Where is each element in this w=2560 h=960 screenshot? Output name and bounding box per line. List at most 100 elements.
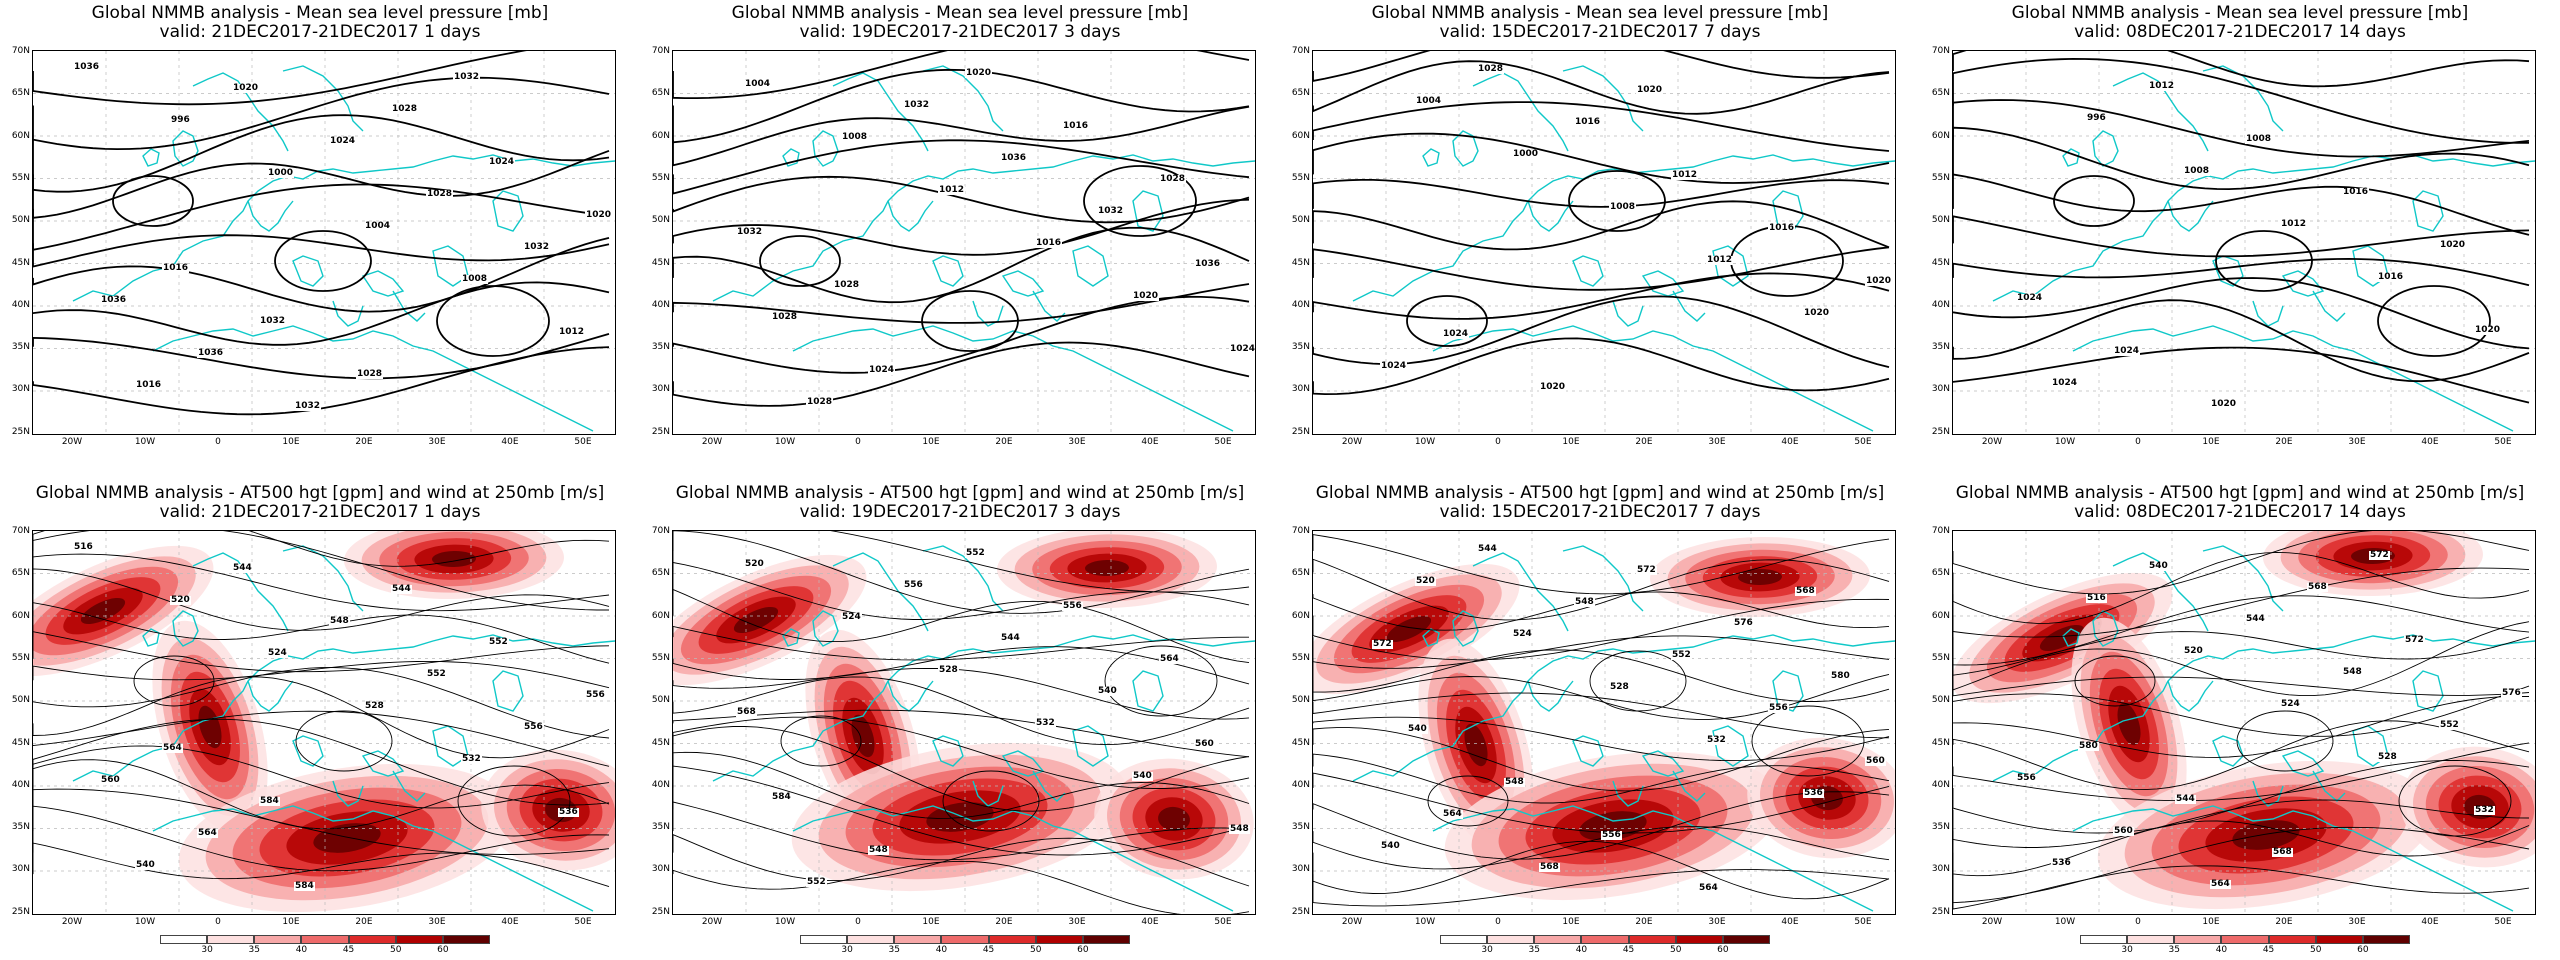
colorbar-swatch (2127, 935, 2175, 944)
lat-tick-label: 60N (651, 130, 670, 141)
contour-label: 1008 (841, 132, 869, 142)
contour-label: 532 (2474, 805, 2495, 815)
lat-tick-label: 25N (11, 906, 30, 917)
colorbar-label: 30 (2121, 945, 2133, 955)
colorbar-swatch (988, 935, 1036, 944)
lat-tick-label: 40N (1291, 779, 1310, 790)
lon-tick-label: 10E (922, 437, 940, 447)
contour-label: 1024 (868, 365, 896, 375)
colorbar-swatch (894, 935, 942, 944)
lat-tick-label: 65N (651, 568, 670, 579)
lat-tick-label: 25N (11, 426, 30, 437)
lat-tick-label: 25N (1931, 426, 1950, 437)
contour-label: 1012 (2280, 219, 2308, 229)
map-area: 520 524 528 532 540 548 552 556 544 540 560 584 548 5… (672, 530, 1256, 915)
panel-valid-text: valid: 08DEC2017-21DEC2017 14 days (2074, 502, 2406, 522)
colorbar-swatch (1035, 935, 1083, 944)
lon-tick-label: 40E (1141, 437, 1159, 447)
panel-valid-text: valid: 21DEC2017-21DEC2017 1 days (159, 22, 481, 42)
panel-title-text: Global NMMB analysis - Mean sea level pr… (731, 3, 1189, 23)
lat-tick-label: 45N (651, 257, 670, 268)
lon-tick-label: 20W (61, 917, 83, 927)
contour-label: 996 (170, 115, 191, 125)
height-wind-panel: Global NMMB analysis - AT500 hgt [gpm] a… (0, 480, 640, 960)
lon-tick-label: 10E (1562, 437, 1580, 447)
colorbar-swatch (800, 935, 848, 944)
lon-tick-label: 20E (995, 917, 1013, 927)
lat-tick-label: 40N (11, 779, 30, 790)
contour-label: 1032 (523, 242, 551, 252)
colorbar: 30 35 40 45 50 60 (160, 935, 490, 955)
colorbar-swatch (2174, 935, 2222, 944)
lat-tick-label: 60N (1931, 130, 1950, 141)
lat-tick-label: 25N (1291, 426, 1310, 437)
contour-label: 1004 (1415, 96, 1443, 106)
contour-label: 556 (903, 580, 924, 590)
lat-tick-label: 60N (651, 610, 670, 621)
colorbar-swatch (2362, 935, 2410, 944)
map-svg (673, 531, 1255, 914)
colorbar-label: 50 (1029, 945, 1042, 955)
colorbar-label: 40 (1575, 945, 1588, 955)
contour-label: 1024 (2113, 346, 2141, 356)
map-svg (1313, 51, 1895, 434)
lon-tick-label: 50E (574, 437, 592, 447)
lat-tick-label: 35N (651, 822, 670, 833)
lon-tick-label: 40E (1141, 917, 1159, 927)
colorbar: 30 35 40 45 50 60 (800, 935, 1130, 955)
lon-tick-label: 50E (2494, 437, 2512, 447)
contour-label: 1020 (1539, 382, 1567, 392)
contour-label: 1008 (2245, 134, 2273, 144)
colorbar: 30 35 40 45 50 60 (1440, 935, 1770, 955)
lon-tick-label: 10W (774, 437, 796, 447)
lat-tick-label: 60N (1291, 130, 1310, 141)
lon-tick-label: 20W (1981, 437, 2003, 447)
colorbar-label: 35 (2168, 945, 2180, 955)
colorbar-label: 30 (201, 945, 213, 955)
lat-tick-label: 70N (1931, 526, 1950, 536)
contour-label: 1036 (1194, 259, 1222, 269)
lon-tick-label: 10E (2202, 917, 2220, 927)
lon-tick-label: 30E (428, 437, 446, 447)
lon-tick-label: 10E (282, 917, 300, 927)
lat-tick-label: 55N (1931, 172, 1950, 183)
panel-title-text: Global NMMB analysis - Mean sea level pr… (1371, 3, 1829, 23)
contour-label: 560 (100, 775, 121, 785)
lat-tick-label: 35N (651, 342, 670, 353)
contour-label: 1028 (356, 369, 384, 379)
colorbar-label: 60 (437, 945, 449, 955)
lat-tick-label: 65N (1291, 568, 1310, 579)
lat-tick-label: 30N (651, 384, 670, 395)
lat-tick-label: 55N (1931, 652, 1950, 663)
contour-label: 548 (868, 845, 889, 855)
lon-tick-label: 10E (282, 437, 300, 447)
contour-label: 1020 (965, 68, 993, 78)
lon-tick-label: 20E (1635, 917, 1653, 927)
lon-tick-label: 0 (2135, 917, 2141, 927)
map-area: 1004 1008 1012 1016 1020 1024 1028 1032 1036 1032… (672, 50, 1256, 435)
contour-label: 524 (1512, 629, 1533, 639)
contour-label: 556 (1601, 830, 1622, 840)
lon-tick-label: 40E (501, 437, 519, 447)
panel-title: Global NMMB analysis - AT500 hgt [gpm] a… (640, 484, 1280, 522)
colorbar-swatch (1440, 935, 1488, 944)
map-svg (673, 51, 1255, 434)
pressure-panel: Global NMMB analysis - Mean sea level pr… (1920, 0, 2560, 480)
lon-tick-label: 0 (1495, 917, 1501, 927)
contour-label: 1012 (1706, 255, 1734, 265)
lat-tick-label: 25N (651, 426, 670, 437)
contour-label: 572 (1372, 639, 1393, 649)
lon-tick-label: 0 (215, 437, 221, 447)
contour-label: 568 (736, 707, 757, 717)
colorbar-label: 50 (2309, 945, 2322, 955)
contour-label: 524 (267, 648, 288, 658)
lat-tick-label: 50N (651, 695, 670, 706)
lon-tick-label: 0 (855, 437, 861, 447)
lon-tick-label: 10E (2202, 437, 2220, 447)
lat-tick-label: 55N (11, 172, 30, 183)
colorbar-label: 35 (888, 945, 900, 955)
lon-tick-label: 20E (355, 917, 373, 927)
contour-label: 528 (364, 701, 385, 711)
contour-label: 580 (1830, 671, 1851, 681)
lat-tick-label: 50N (1291, 215, 1310, 226)
